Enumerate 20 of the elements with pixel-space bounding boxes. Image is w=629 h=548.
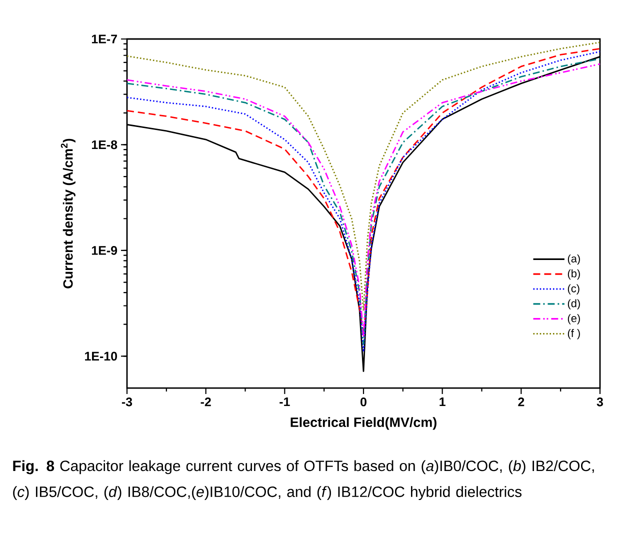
x-tick-label: -2 [200,397,211,406]
y-tick-label: 1E-10 [85,352,117,361]
legend-label: (a) [568,254,580,265]
x-tick-label: 3 [596,397,604,406]
y-tick-label: 1E-9 [92,246,118,255]
x-tick-label: -1 [280,397,290,406]
x-tick-label: -3 [122,397,132,406]
y-tick-label: 1E-8 [92,140,118,150]
legend-label: (e) [568,314,580,324]
x-tick-label: 1 [440,397,446,406]
legend-label: (c) [568,284,580,294]
y-axis-title: Current density (A/cm$^{2}$) [60,138,76,288]
x-axis-title: Electrical Field(MV/cm) [290,417,436,430]
text: Fig. 8 Capacitor leakage current curves of OTFTs based on (a)IB0/COC, (b) IB2/COC, (c) IB5/COC, (d) IB8/COC,(e)IB10/COC, and (f) IB12/COC hybrid dielectrics [13,460,594,500]
legend-label: (f ) [568,329,580,340]
legend-label: (d) [568,299,580,310]
legend-label: (b) [568,269,580,280]
y-tick-label: 1E-7 [92,34,117,44]
x-tick-label: 2 [518,397,524,406]
x-tick-label: 0 [360,397,366,406]
